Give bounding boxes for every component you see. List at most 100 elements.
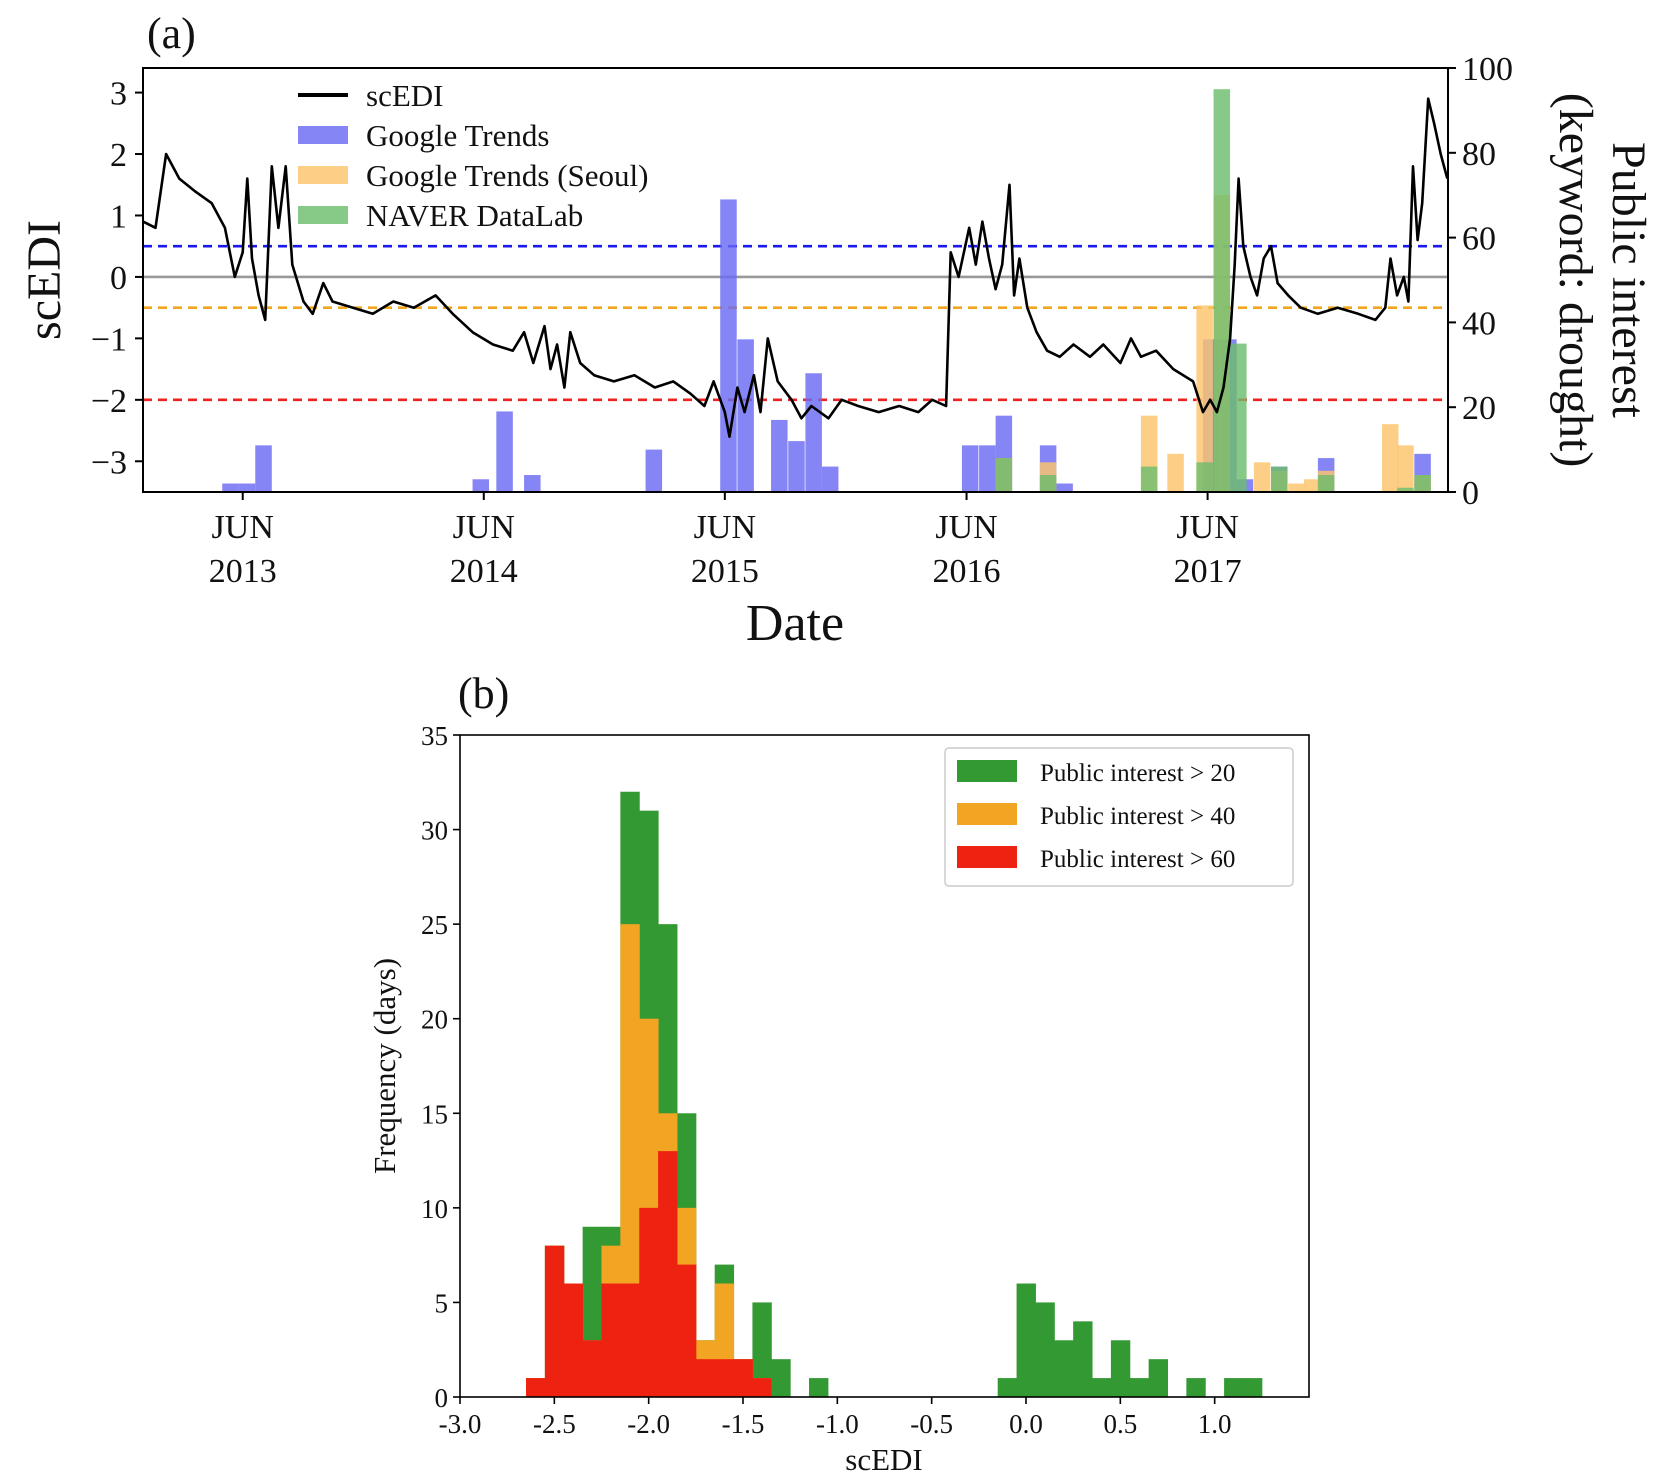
b-y-tick-label-4: 20 [421, 1005, 448, 1035]
hist-bar-gt60-6 [639, 1207, 659, 1397]
b-y-tick-label-7: 35 [421, 721, 448, 751]
b-y-tick-label-5: 25 [421, 910, 448, 940]
panel-b-legend: Public interest > 20 Public interest > 40… [944, 747, 1294, 887]
panel-a-right-y-axis-label-line1: Public interest [1602, 142, 1655, 419]
panel-a-reference-lines [143, 244, 1448, 402]
bar-naver-datalab-2 [1140, 466, 1158, 492]
panel-b-histogram [526, 791, 1263, 1397]
hist-bar-gt20-37 [1224, 1378, 1244, 1397]
hist-bar-gt20-26 [1016, 1283, 1036, 1397]
b-x-tick-label-8: 1.0 [1198, 1409, 1232, 1439]
legend-label-3: NAVER DataLab [366, 198, 583, 233]
hist-bar-gt20-38 [1242, 1378, 1263, 1397]
right-tick-label-0: 100 [1462, 51, 1513, 88]
panel-b-legend-swatch-2 [957, 846, 1017, 868]
left-tick-label-2: 1 [110, 198, 127, 235]
bar-naver-datalab-9 [1414, 475, 1431, 492]
panel-a-left-y-axis: 3 2 1 0 −1 −2 −3 [91, 76, 143, 481]
b-x-tick-label-3: -1.5 [722, 1409, 765, 1439]
legend-swatch-3 [298, 206, 348, 224]
b-y-tick-label-3: 15 [421, 1099, 448, 1129]
bar-naver-datalab-7 [1317, 475, 1335, 492]
hist-bar-gt60-1 [544, 1245, 565, 1397]
panel-a-legend: scEDI Google Trends Google Trends (Seoul) N… [298, 78, 648, 233]
hist-bar-gt20-32 [1129, 1378, 1150, 1397]
bar-google-trends-seoul--8 [1288, 483, 1305, 492]
bar-google-trends-6 [645, 449, 663, 492]
hist-bar-gt20-28 [1054, 1340, 1074, 1397]
hist-bar-gt60-4 [601, 1283, 621, 1397]
hist-bar-gt20-30 [1092, 1378, 1112, 1397]
right-tick-label-2: 60 [1462, 221, 1496, 258]
x-tick-year-2: 2015 [691, 553, 759, 590]
hist-bar-gt20-13 [771, 1359, 791, 1397]
bar-naver-datalab-0 [995, 458, 1013, 492]
bar-google-trends-4 [496, 411, 513, 492]
hist-bar-gt40-5 [620, 924, 640, 1397]
panel-a-left-y-axis-label: scEDI [18, 220, 71, 340]
left-tick-label-1: 2 [110, 137, 127, 174]
hist-bar-gt20-35 [1186, 1378, 1206, 1397]
x-tick-month-0: JUN [212, 509, 274, 546]
hist-bar-gt60-8 [676, 1264, 697, 1397]
bar-google-trends-seoul--9 [1304, 479, 1321, 492]
bar-google-trends-seoul--6 [1253, 462, 1271, 492]
bar-naver-datalab-1 [1039, 475, 1057, 492]
panel-a-bars [222, 89, 1431, 492]
right-tick-label-1: 80 [1462, 136, 1496, 173]
hist-bar-gt20-25 [997, 1378, 1018, 1397]
legend-label-1: Google Trends [366, 118, 549, 153]
panel-a-x-axis-label: Date [746, 595, 844, 652]
b-x-tick-label-5: -0.5 [910, 1409, 953, 1439]
left-tick-label-6: −3 [91, 444, 127, 481]
hist-bar-gt60-3 [582, 1340, 602, 1397]
bar-google-trends-13 [961, 445, 979, 492]
b-x-tick-label-2: -2.0 [627, 1409, 670, 1439]
b-y-tick-label-0: 0 [435, 1383, 449, 1413]
bar-google-trends-14 [979, 445, 996, 492]
bar-naver-datalab-3 [1196, 462, 1213, 492]
bar-google-trends-1 [238, 483, 256, 492]
x-tick-month-4: JUN [1176, 509, 1238, 546]
panel-b-x-axis: -3.0 -2.5 -2.0 -1.5 -1.0 -0.5 0.0 0.5 1.0 [439, 1397, 1232, 1439]
right-tick-label-3: 40 [1462, 305, 1496, 342]
x-tick-month-1: JUN [453, 509, 515, 546]
legend-swatch-2 [298, 166, 348, 184]
panel-b-legend-box [944, 747, 1294, 887]
bar-google-trends-8 [737, 339, 754, 492]
bar-google-trends-seoul--4 [1196, 305, 1213, 492]
hist-bar-gt60-12 [752, 1378, 772, 1397]
panel-a: (a) 3 2 1 0 −1 −2 −3 100 80 60 40 20 0 JUN 2013 JUN 20… [18, 9, 1655, 652]
legend-label-2: Google Trends (Seoul) [366, 158, 648, 193]
panel-b-y-axis: 0 5 10 15 20 25 30 35 [421, 721, 460, 1413]
x-tick-month-3: JUN [935, 509, 997, 546]
left-tick-label-3: 0 [110, 260, 127, 297]
b-x-tick-label-1: -2.5 [533, 1409, 576, 1439]
x-tick-year-4: 2017 [1174, 553, 1242, 590]
bar-naver-datalab-4 [1213, 89, 1231, 492]
b-y-tick-label-6: 30 [421, 816, 448, 846]
bar-google-trends-seoul--11 [1381, 424, 1399, 492]
right-tick-label-4: 20 [1462, 390, 1496, 427]
b-x-tick-label-6: 0.0 [1009, 1409, 1043, 1439]
hist-bar-gt20-33 [1148, 1359, 1168, 1397]
hist-bar-gt60-2 [563, 1283, 584, 1397]
panel-b-label: (b) [458, 669, 509, 718]
panel-b-x-axis-label: scEDI [845, 1442, 922, 1477]
bar-google-trends-17 [1056, 483, 1073, 492]
hist-bar-gt20-12 [752, 1302, 772, 1397]
scedi-line [142, 97, 1449, 438]
left-tick-label-0: 3 [110, 76, 127, 113]
panel-a-frame [142, 67, 1449, 493]
hist-bar-gt60-7 [658, 1151, 678, 1397]
right-tick-label-5: 0 [1462, 475, 1479, 512]
bar-google-trends-9 [771, 419, 788, 492]
bar-google-trends-3 [472, 479, 490, 492]
bar-google-trends-12 [821, 466, 839, 492]
panel-a-label: (a) [147, 9, 196, 58]
panel-a-right-y-axis: 100 80 60 40 20 0 [1448, 51, 1513, 512]
panel-b-legend-swatch-0 [957, 760, 1017, 782]
bar-google-trends-seoul--3 [1167, 453, 1184, 492]
